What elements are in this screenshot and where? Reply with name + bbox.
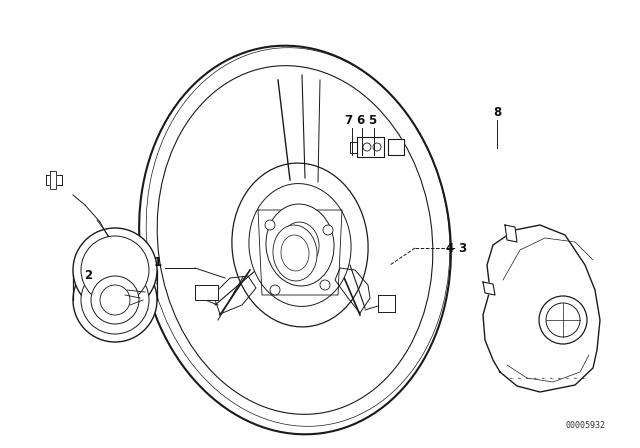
- Polygon shape: [483, 282, 495, 295]
- Polygon shape: [195, 285, 218, 300]
- Ellipse shape: [139, 46, 451, 434]
- Text: 00005932: 00005932: [565, 421, 605, 430]
- Text: 4: 4: [446, 241, 454, 254]
- Polygon shape: [378, 295, 395, 312]
- Ellipse shape: [281, 235, 309, 271]
- Ellipse shape: [323, 225, 333, 235]
- Ellipse shape: [281, 222, 319, 268]
- Polygon shape: [350, 142, 357, 153]
- Ellipse shape: [232, 163, 368, 327]
- Text: 5: 5: [368, 113, 376, 126]
- Ellipse shape: [249, 184, 351, 306]
- Polygon shape: [483, 225, 600, 392]
- Polygon shape: [505, 225, 517, 242]
- Ellipse shape: [266, 204, 334, 286]
- Ellipse shape: [539, 296, 587, 344]
- Ellipse shape: [373, 143, 381, 151]
- Polygon shape: [46, 175, 62, 185]
- Ellipse shape: [100, 285, 130, 315]
- Ellipse shape: [81, 266, 149, 334]
- Ellipse shape: [270, 285, 280, 295]
- Text: 7: 7: [344, 113, 352, 126]
- Text: 3: 3: [458, 241, 466, 254]
- Ellipse shape: [265, 220, 275, 230]
- Ellipse shape: [546, 303, 580, 337]
- Ellipse shape: [73, 228, 157, 312]
- Ellipse shape: [363, 143, 371, 151]
- Text: 2: 2: [84, 268, 92, 281]
- Text: 6: 6: [356, 113, 364, 126]
- Polygon shape: [258, 210, 342, 295]
- Ellipse shape: [157, 66, 433, 414]
- Polygon shape: [357, 137, 384, 157]
- Text: 8: 8: [493, 105, 501, 119]
- Ellipse shape: [81, 236, 149, 304]
- Ellipse shape: [91, 276, 139, 324]
- Text: 1: 1: [154, 255, 162, 268]
- Ellipse shape: [320, 280, 330, 290]
- Ellipse shape: [73, 258, 157, 342]
- Ellipse shape: [273, 225, 317, 281]
- Polygon shape: [388, 139, 404, 155]
- Polygon shape: [50, 171, 56, 189]
